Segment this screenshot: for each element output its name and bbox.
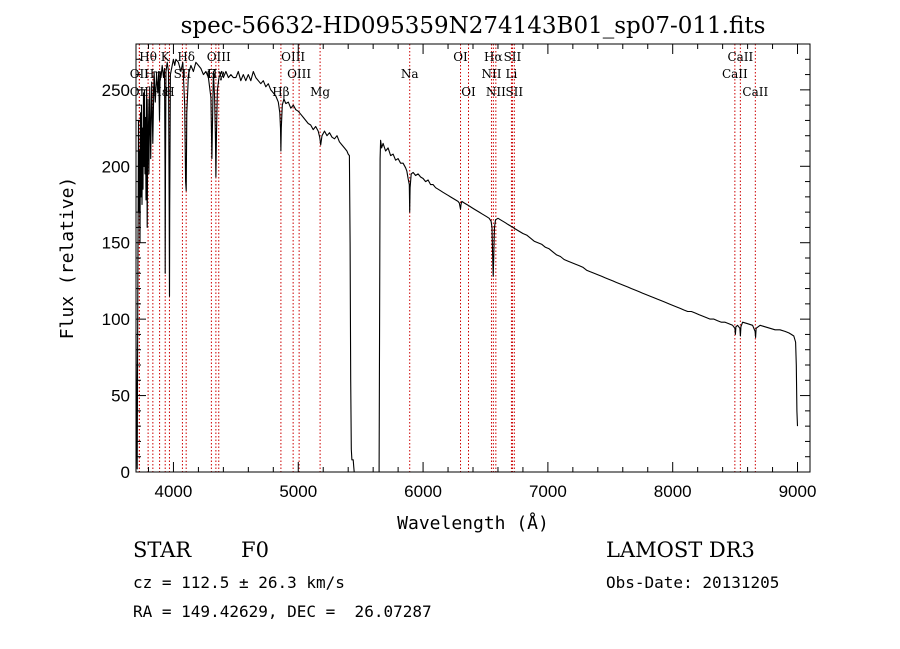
y-axis-label: Flux (relative): [57, 177, 78, 340]
line-marker-label: NII: [481, 67, 501, 81]
spectrum-line: [135, 58, 799, 473]
line-marker-label: CaII: [722, 67, 748, 81]
plot-frame: [135, 43, 811, 473]
x-tick-label: 4000: [155, 482, 193, 501]
observation-date: Obs-Date: 20131205: [606, 573, 780, 592]
line-marker-label: OI: [453, 50, 468, 64]
x-tick-label: 6000: [404, 482, 442, 501]
y-tick-label: 50: [111, 387, 130, 406]
redshift-velocity: cz = 112.5 ± 26.3 km/s: [133, 573, 345, 592]
x-tick-label: 9000: [779, 482, 817, 501]
x-tick-label: 7000: [529, 482, 567, 501]
y-tick-label: 250: [102, 81, 130, 100]
line-marker-label: Hθ: [139, 50, 157, 64]
line-marker-label: OIII: [207, 50, 231, 64]
y-tick-label: 100: [102, 310, 130, 329]
object-class: STAR: [133, 538, 192, 562]
line-marker-label: Hα: [484, 50, 503, 64]
line-marker-label: OIII: [281, 50, 305, 64]
line-marker-label: Hδ: [177, 50, 195, 64]
line-marker-label: H: [164, 85, 174, 99]
line-marker-label: SII: [504, 50, 522, 64]
line-marker-label: Hβ: [272, 85, 289, 99]
coordinates: RA = 149.42629, DEC = 26.07287: [133, 602, 432, 621]
spectral-subclass: F0: [241, 538, 269, 562]
line-marker-label: Mg: [310, 85, 330, 99]
line-marker-label: SII: [505, 85, 523, 99]
line-marker-label: CaII: [727, 50, 753, 64]
line-marker-label: G: [207, 67, 217, 81]
line-marker-label: Na: [401, 67, 419, 81]
line-marker-label: NII: [486, 85, 506, 99]
y-tick-label: 200: [102, 157, 130, 176]
line-marker-label: OI: [461, 85, 476, 99]
line-marker-label: SII: [174, 67, 192, 81]
x-axis-label: Wavelength (Å): [397, 512, 549, 534]
x-tick-label: 5000: [279, 482, 317, 501]
line-marker-label: CaII: [742, 85, 768, 99]
line-marker-label: OIII: [287, 67, 311, 81]
survey-name: LAMOST DR3: [606, 538, 755, 562]
y-tick-label: 150: [102, 234, 130, 253]
line-marker-label: OII: [130, 67, 150, 81]
line-marker-label: K: [161, 50, 171, 64]
chart-title: spec-56632-HD095359N274143B01_sp07-011.f…: [181, 13, 766, 39]
x-tick-label: 8000: [654, 482, 692, 501]
line-marker-label: Hγ: [207, 67, 225, 81]
y-tick-label: 0: [121, 463, 130, 482]
line-marker-label: Li: [506, 67, 518, 81]
